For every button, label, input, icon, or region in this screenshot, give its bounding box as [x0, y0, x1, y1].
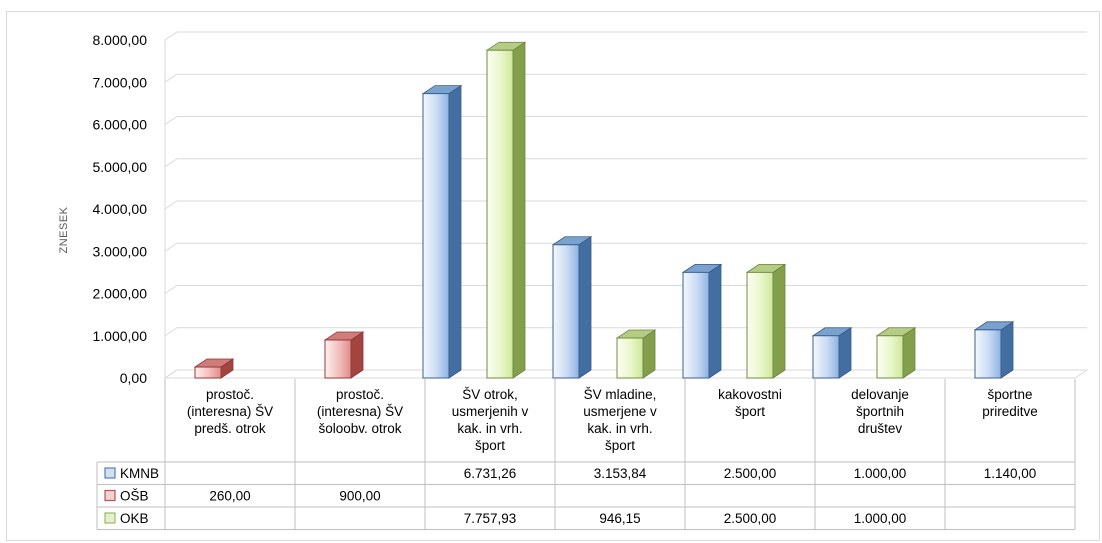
gridline	[164, 31, 1087, 41]
gridline	[164, 116, 1087, 125]
category-label: šport	[605, 438, 635, 453]
table-cell-value: 2.500,00	[724, 511, 777, 526]
y-tick-label: 3.000,00	[93, 243, 148, 259]
bar-front	[746, 271, 774, 379]
gridline	[164, 200, 1087, 210]
bar-kmnb	[421, 84, 463, 379]
table-cell-value: 7.757,93	[464, 511, 517, 526]
table-cell-value: 1.140,00	[984, 466, 1037, 481]
category-label: (interesna) ŠV	[187, 404, 273, 419]
bar-front	[324, 339, 352, 379]
series-name: OKB	[120, 511, 149, 526]
y-tick-label: 8.000,00	[93, 32, 148, 48]
bar-front	[616, 337, 644, 379]
bar-okb	[485, 41, 527, 379]
bar-side	[578, 236, 592, 379]
bar-side	[902, 327, 916, 379]
y-tick-label: 6.000,00	[93, 117, 148, 133]
gridlines	[163, 31, 1089, 379]
category-label: kak. in vrh.	[457, 421, 522, 436]
bar-side	[772, 263, 786, 379]
y-tick-label: 0,00	[120, 370, 147, 386]
legend-key	[104, 489, 116, 502]
category-label: prostoč.	[336, 387, 384, 402]
category-label: usmerjenih v	[452, 404, 529, 419]
bar-front	[422, 93, 450, 379]
bar-front	[194, 366, 222, 379]
bar-front	[682, 271, 710, 379]
gridline	[164, 73, 1087, 83]
table-cell-value: 900,00	[339, 489, 380, 504]
y-tick-label: 7.000,00	[93, 74, 148, 90]
chart-frame: 0,00 1.000,00 2.000,00 3.000,00 4.000,00 5.00…	[6, 11, 1100, 541]
category-label: šport	[735, 404, 765, 419]
bar-kmnb	[973, 321, 1015, 379]
category-label: usmerjene v	[583, 404, 657, 419]
bar-side	[708, 263, 722, 379]
bar-front	[486, 49, 514, 379]
bar-okb	[745, 263, 787, 379]
bar-front	[974, 329, 1002, 379]
category-label: društev	[858, 421, 903, 436]
bar-side	[1000, 321, 1014, 379]
table-cell-value: 6.731,26	[464, 466, 517, 481]
bar-kmnb	[551, 236, 593, 379]
table-cell-value: 3.153,84	[594, 466, 647, 481]
bars	[193, 41, 1015, 379]
category-label: športnih	[856, 404, 904, 419]
y-tick-label: 4.000,00	[93, 201, 148, 217]
category-label: kakovostni	[718, 387, 782, 402]
chart-svg: 0,00 1.000,00 2.000,00 3.000,00 4.000,00 5.00…	[58, 31, 1089, 530]
category-label: ŠV otrok,	[462, 387, 518, 402]
category-label: (interesna) ŠV	[317, 404, 403, 419]
bar-kmnb	[811, 327, 853, 379]
bar-side	[838, 327, 852, 379]
table-cell-value: 1.000,00	[854, 511, 907, 526]
bar-kmnb	[681, 263, 723, 379]
bar-okb	[615, 329, 657, 379]
gridline	[164, 285, 1087, 294]
table-cell-value: 2.500,00	[724, 466, 777, 481]
category-label: kak. in vrh.	[587, 421, 652, 436]
y-tick-label: 2.000,00	[93, 286, 148, 302]
category-label: predš. otrok	[194, 421, 266, 436]
bar-side	[448, 84, 462, 379]
bar-ošb	[193, 358, 235, 379]
category-label: športne	[987, 387, 1032, 402]
legend-key	[104, 467, 116, 479]
series-name: OŠB	[120, 489, 149, 504]
bar-okb	[875, 327, 917, 379]
legend-key	[104, 512, 116, 524]
table-cell-value: 1.000,00	[854, 466, 907, 481]
y-axis-title: ZNESEK	[58, 206, 70, 253]
category-label: delovanje	[851, 387, 909, 402]
category-label: šport	[475, 438, 505, 453]
bar-front	[552, 244, 580, 379]
category-label: šoloobv. otrok	[318, 421, 401, 436]
category-label: ŠV mladine,	[584, 387, 657, 402]
bar-front	[812, 335, 840, 379]
gridline	[164, 242, 1087, 252]
y-axis: 0,00 1.000,00 2.000,00 3.000,00 4.000,00 5.00…	[93, 32, 166, 386]
bar-side	[512, 41, 526, 379]
y-tick-label: 1.000,00	[93, 328, 148, 344]
category-label: prireditve	[982, 404, 1038, 419]
table-cell-value: 260,00	[209, 489, 250, 504]
category-label: prostoč.	[206, 387, 254, 402]
bar-front	[876, 335, 904, 379]
y-tick-label: 5.000,00	[93, 159, 148, 175]
bar-ošb	[323, 331, 365, 379]
table-cell-value: 946,15	[599, 511, 640, 526]
series-name: KMNB	[120, 466, 159, 481]
data-table: prostoč. (interesna) ŠV predš. otrok prosto…	[96, 379, 1076, 530]
gridline	[164, 158, 1087, 168]
